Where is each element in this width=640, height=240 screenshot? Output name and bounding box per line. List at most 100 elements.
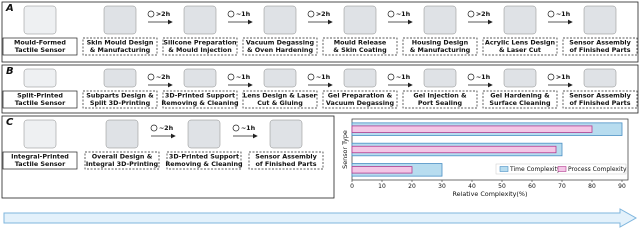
step-label-line: Surface Cleaning xyxy=(489,99,551,107)
clock-icon xyxy=(387,10,395,18)
step-label-box xyxy=(402,90,478,109)
step-label-line: Skin Mould Design xyxy=(87,39,154,47)
step-label-line: Sensor Assembly xyxy=(255,153,317,161)
step-label-line: Integral 3D-Printing xyxy=(86,160,159,168)
clock-icon xyxy=(387,73,395,81)
step-label: Lens Design & Laser Cut & Gluing xyxy=(243,92,317,108)
clock-icon xyxy=(150,124,158,132)
step-illustration xyxy=(23,119,57,149)
step-label: Mould Release & Skin Coating xyxy=(333,39,387,55)
sensor-label-line: Tactile Sensor xyxy=(15,160,66,168)
step-label-line: Subparts Design & xyxy=(86,92,154,100)
x-tick-label: 70 xyxy=(558,183,566,190)
step-label-box xyxy=(162,37,238,56)
duration-label: ~1h xyxy=(396,73,411,81)
step-label: Sensor Assembly of Finished Parts xyxy=(255,153,317,169)
step-label: Sensor Assembly of Finished Parts xyxy=(569,39,631,55)
duration-label: ~2h xyxy=(159,124,174,132)
step-label-line: Overall Design & xyxy=(92,153,153,161)
step-label-line: Mould Release xyxy=(334,39,387,47)
step-label-line: Split 3D-Printing xyxy=(90,99,151,107)
clock-icon xyxy=(227,73,235,81)
step-illustration xyxy=(187,119,221,149)
step-label: Sensor Assembly of Finished Parts xyxy=(569,92,631,108)
x-tick-label: 60 xyxy=(528,183,536,190)
sensor-label: Split-Printed Tactile Sensor xyxy=(15,92,66,108)
sensor-label-line: Mould-Formed xyxy=(14,39,66,47)
bar xyxy=(351,125,593,133)
step-label-line: Silicone Preparation xyxy=(163,39,237,47)
step-label-box xyxy=(2,151,78,170)
step-label: Skin Mould Design & Manufacturing xyxy=(87,39,154,55)
panel-frame xyxy=(1,1,639,63)
clock-icon xyxy=(547,10,555,18)
clock-icon xyxy=(307,10,315,18)
bar xyxy=(351,166,413,174)
step-label-line: of Finished Parts xyxy=(255,160,316,168)
step-label-box xyxy=(248,151,324,170)
step-label-box xyxy=(242,90,318,109)
duration-label: ~1h xyxy=(396,10,411,18)
step-illustration xyxy=(183,5,217,35)
duration-label: ~1h xyxy=(236,73,251,81)
clock-icon xyxy=(307,73,315,81)
step-illustration xyxy=(263,68,297,88)
step-illustration xyxy=(583,68,617,88)
step-illustration xyxy=(503,5,537,35)
step-label-box xyxy=(166,151,242,170)
clock-icon xyxy=(232,124,240,132)
step-illustration xyxy=(343,5,377,35)
duration-label: >1h xyxy=(556,73,571,81)
step-label-line: Vacuum Degassing xyxy=(246,39,315,47)
step-label-line: 3D-Printed Support xyxy=(165,92,235,100)
legend-swatch xyxy=(557,166,567,172)
clock-icon xyxy=(147,73,155,81)
step-illustration xyxy=(103,68,137,88)
step-label-line: Sensor Assembly xyxy=(569,39,631,47)
x-axis-label: Relative Complexity(%) xyxy=(453,190,528,198)
step-label-line: & Mould Injection xyxy=(168,46,232,54)
duration-label: >2h xyxy=(156,10,171,18)
step-label: Overall Design & Integral 3D-Printing xyxy=(86,153,159,169)
sensor-label: Mould-Formed Tactile Sensor xyxy=(14,39,66,55)
sensor-label: Integral-Printed Tactile Sensor xyxy=(11,153,69,169)
timeline-arrow xyxy=(3,208,638,228)
step-label-box xyxy=(402,37,478,56)
step-label-line: Removing & Cleaning xyxy=(161,99,239,107)
clock-icon xyxy=(467,73,475,81)
step-label-box xyxy=(84,151,160,170)
step-label-line: & Oven Hardening xyxy=(247,46,314,54)
step-label-box xyxy=(482,37,558,56)
panel-letter: A xyxy=(5,3,14,14)
panel-frame xyxy=(1,64,639,114)
step-label-box xyxy=(2,90,78,109)
step-illustration xyxy=(503,68,537,88)
x-tick-label: 80 xyxy=(588,183,596,190)
step-label-line: Removing & Cleaning xyxy=(165,160,243,168)
legend-label: Time Complexity xyxy=(509,166,561,173)
step-label-line: Acrylic Lens Design xyxy=(485,39,556,47)
step-label-line: of Finished Parts xyxy=(569,46,630,54)
step-illustration xyxy=(269,119,303,149)
step-label-line: of Finished Parts xyxy=(569,99,630,107)
step-label-line: & Manufacturing xyxy=(90,46,151,54)
panel-letter: C xyxy=(6,117,14,128)
duration-label: ~1h xyxy=(241,124,256,132)
legend-label: Process Complexity xyxy=(568,166,627,173)
step-label-line: Gel Hardening & xyxy=(490,92,550,100)
step-label-line: & Manufacturing xyxy=(410,46,471,54)
step-label-line: 3D-Printed Support xyxy=(169,153,239,161)
duration-label: ~2h xyxy=(156,73,171,81)
step-label: Acrylic Lens Design & Laser Cut xyxy=(485,39,556,55)
step-label-box xyxy=(242,37,318,56)
clock-icon xyxy=(547,73,555,81)
step-label-box xyxy=(82,90,158,109)
step-label-box xyxy=(482,90,558,109)
legend-swatch xyxy=(499,166,509,172)
step-illustration xyxy=(103,5,137,35)
step-illustration xyxy=(423,5,457,35)
step-label-line: & Skin Coating xyxy=(333,46,387,54)
x-tick-label: 20 xyxy=(408,183,416,190)
step-label-line: Housing Design xyxy=(412,39,469,47)
